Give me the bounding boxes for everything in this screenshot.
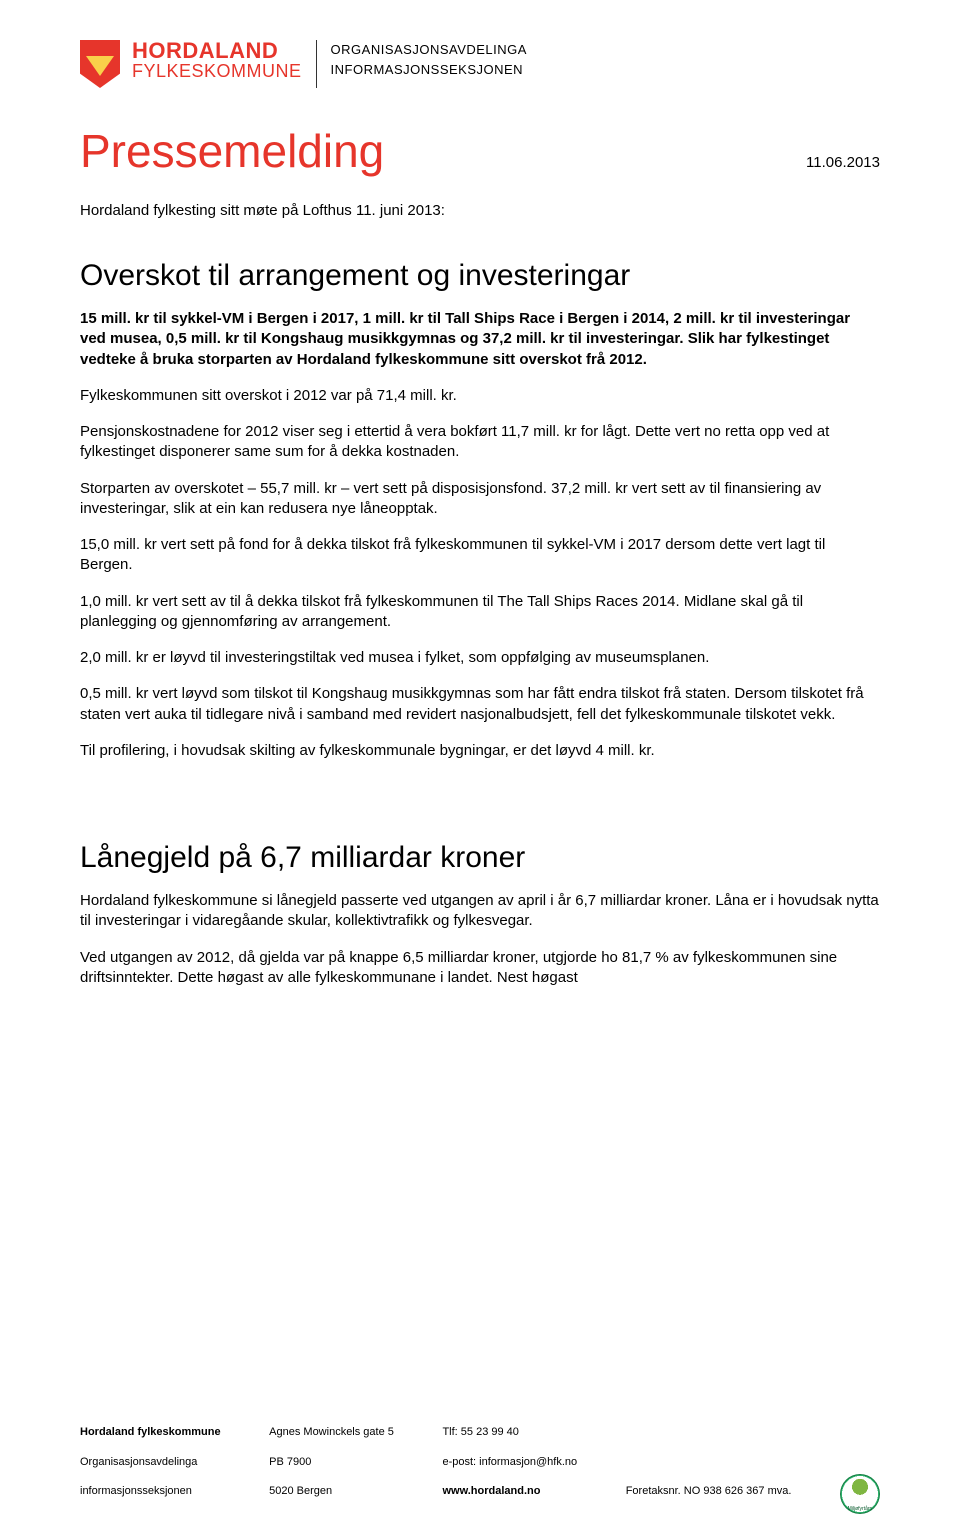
coat-of-arms-icon [80, 40, 120, 88]
eco-badge-icon [840, 1474, 880, 1514]
article1-lead: 15 mill. kr til sykkel-VM i Bergen i 201… [80, 309, 880, 370]
article2-body: Hordaland fylkeskommune si lånegjeld pas… [80, 891, 880, 988]
footer-dept: Organisasjonsavdelinga [80, 1455, 221, 1470]
footer-orgnr: Foretaksnr. NO 938 626 367 mva. [626, 1484, 792, 1499]
department-block: ORGANISASJONSAVDELINGA INFORMASJONSSEKSJ… [331, 40, 527, 79]
article1-p1: Fylkeskommunen sitt overskot i 2012 var … [80, 386, 880, 406]
article2-title: Lånegjeld på 6,7 milliardar kroner [80, 841, 880, 875]
footer-col-3: Tlf: 55 23 99 40 e-post: informasjon@hfk… [442, 1410, 577, 1514]
press-date: 11.06.2013 [806, 154, 880, 171]
dept-line1: ORGANISASJONSAVDELINGA [331, 40, 527, 60]
article1-p8: Til profilering, i hovudsak skilting av … [80, 741, 880, 761]
header-divider [316, 40, 317, 88]
article2-p1: Hordaland fylkeskommune si lånegjeld pas… [80, 891, 880, 932]
footer-section: informasjonsseksjonen [80, 1484, 221, 1499]
press-title: Pressemelding [80, 124, 384, 178]
article1-body: 15 mill. kr til sykkel-VM i Bergen i 201… [80, 309, 880, 761]
footer-url: www.hordaland.no [442, 1484, 577, 1499]
footer-col-2: Agnes Mowinckels gate 5 PB 7900 5020 Ber… [269, 1410, 394, 1514]
footer-pobox: PB 7900 [269, 1455, 394, 1470]
title-row: Pressemelding 11.06.2013 [80, 124, 880, 178]
article1-p7: 0,5 mill. kr vert løyvd som tilskot til … [80, 684, 880, 725]
footer-col-4: Foretaksnr. NO 938 626 367 mva. [626, 1469, 792, 1514]
article2-p2: Ved utgangen av 2012, då gjelda var på k… [80, 948, 880, 989]
article1-p2: Pensjonskostnadene for 2012 viser seg i … [80, 422, 880, 463]
footer-col-1: Hordaland fylkeskommune Organisasjonsavd… [80, 1410, 221, 1514]
footer-org: Hordaland fylkeskommune [80, 1425, 221, 1440]
org-line1: HORDALAND [132, 40, 302, 62]
meeting-line: Hordaland fylkesting sitt møte på Lofthu… [80, 202, 880, 219]
footer-phone: Tlf: 55 23 99 40 [442, 1425, 577, 1440]
org-line2: FYLKESKOMMUNE [132, 62, 302, 82]
article1-title: Overskot til arrangement og investeringa… [80, 259, 880, 293]
footer-city: 5020 Bergen [269, 1484, 394, 1499]
footer: Hordaland fylkeskommune Organisasjonsavd… [0, 1410, 960, 1514]
org-name: HORDALAND FYLKESKOMMUNE [132, 40, 302, 82]
dept-line2: INFORMASJONSSEKSJONEN [331, 60, 527, 80]
page: HORDALAND FYLKESKOMMUNE ORGANISASJONSAVD… [0, 0, 960, 1528]
header-bar: HORDALAND FYLKESKOMMUNE ORGANISASJONSAVD… [80, 40, 880, 88]
article1-p3: Storparten av overskotet – 55,7 mill. kr… [80, 479, 880, 520]
article1-p4: 15,0 mill. kr vert sett på fond for å de… [80, 535, 880, 576]
article1-p5: 1,0 mill. kr vert sett av til å dekka ti… [80, 592, 880, 633]
footer-address: Agnes Mowinckels gate 5 [269, 1425, 394, 1440]
article1-p6: 2,0 mill. kr er løyvd til investeringsti… [80, 648, 880, 668]
footer-email: e-post: informasjon@hfk.no [442, 1455, 577, 1470]
